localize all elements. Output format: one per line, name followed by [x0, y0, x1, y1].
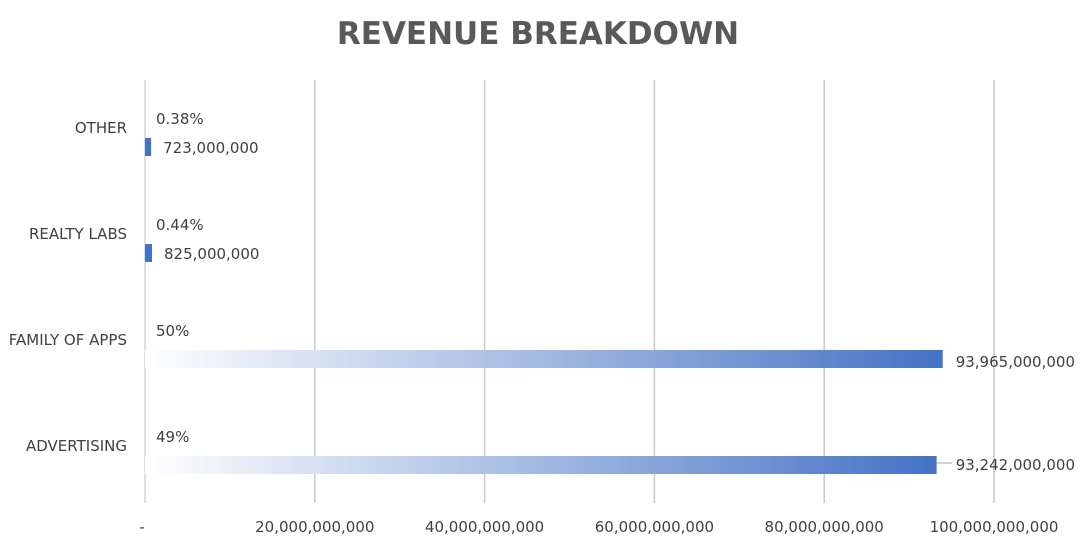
category-label: OTHER — [75, 119, 127, 137]
category-label: REALTY LABS — [29, 225, 127, 243]
bar — [145, 350, 943, 368]
percent-label: 0.38% — [156, 110, 204, 128]
x-tick-label: 80,000,000,000 — [765, 518, 884, 536]
labels: - 20,000,000,000 40,000,000,000 60,000,000,… — [9, 110, 1075, 536]
x-tick-label: 40,000,000,000 — [425, 518, 544, 536]
bar — [145, 138, 152, 156]
x-tick-label: 20,000,000,000 — [255, 518, 374, 536]
category-label: FAMILY OF APPS — [9, 331, 127, 349]
category-label: ADVERTISING — [26, 437, 127, 455]
value-label: 93,242,000,000 — [956, 456, 1075, 474]
x-tick-label: - — [139, 518, 144, 536]
value-label: 93,965,000,000 — [956, 353, 1075, 371]
value-label: 825,000,000 — [164, 245, 259, 263]
bars — [145, 138, 943, 474]
bar — [145, 456, 937, 474]
chart-title: REVENUE BREAKDOWN — [337, 16, 739, 52]
x-tick-label: 60,000,000,000 — [595, 518, 714, 536]
x-tick-label: 100,000,000,000 — [930, 518, 1059, 536]
bar — [145, 244, 153, 262]
percent-label: 0.44% — [156, 216, 204, 234]
value-label: 723,000,000 — [163, 139, 258, 157]
percent-label: 49% — [156, 428, 189, 446]
gridlines — [144, 80, 995, 503]
percent-label: 50% — [156, 322, 189, 340]
